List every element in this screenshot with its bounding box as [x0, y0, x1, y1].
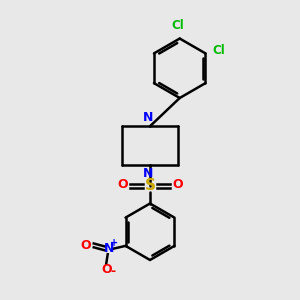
Text: O: O — [172, 178, 183, 191]
Text: O: O — [117, 178, 128, 191]
Text: N: N — [143, 167, 154, 180]
Text: O: O — [81, 239, 91, 252]
Text: S: S — [145, 178, 155, 193]
Text: N: N — [143, 111, 154, 124]
Text: N: N — [104, 242, 114, 255]
Text: +: + — [110, 238, 118, 248]
Text: O: O — [101, 263, 112, 276]
Text: -: - — [110, 265, 115, 278]
Text: Cl: Cl — [212, 44, 225, 57]
Text: Cl: Cl — [172, 19, 184, 32]
